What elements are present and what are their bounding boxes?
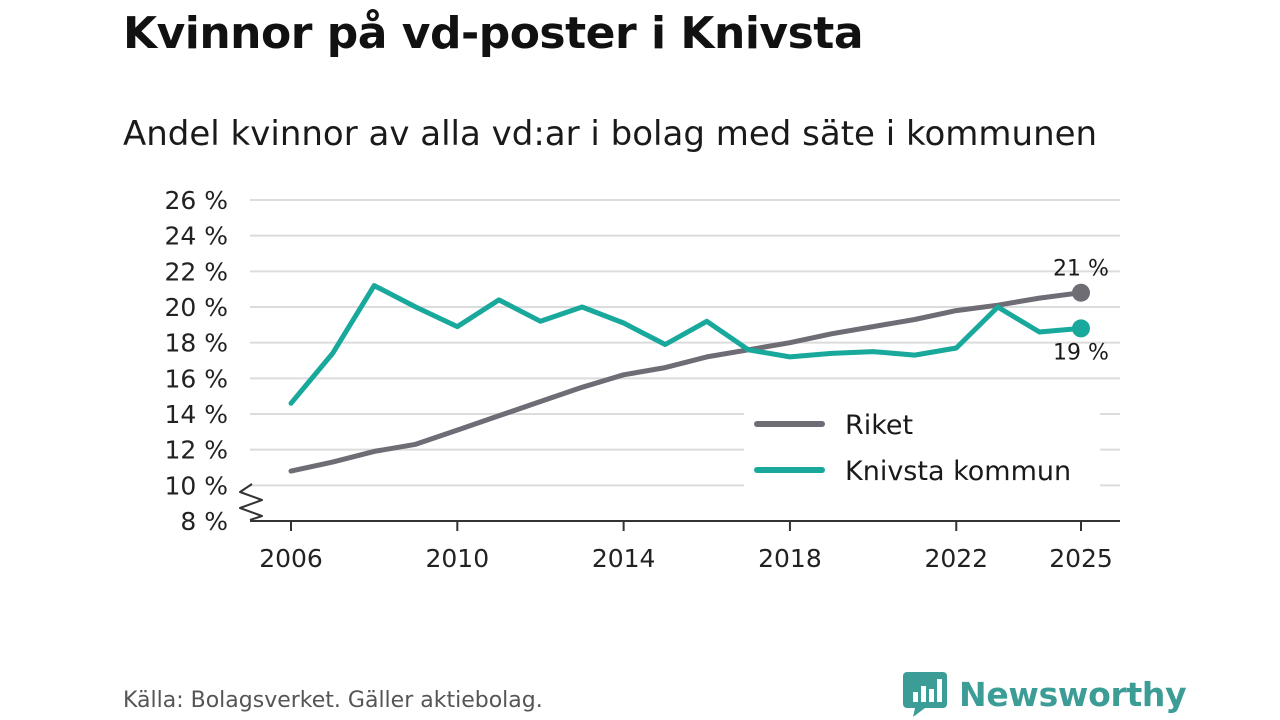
y-tick-label-18: 18 % <box>164 329 228 358</box>
x-tick-label-2006: 2006 <box>259 544 323 573</box>
y-tick-label-12: 12 % <box>164 436 228 465</box>
axes <box>239 483 1120 531</box>
y-axis-break-icon <box>239 483 263 521</box>
y-tick-label-26: 26 % <box>164 186 228 215</box>
y-tick-label-24: 24 % <box>164 222 228 251</box>
chart-title: Kvinnor på vd-poster i Knivsta <box>123 8 864 59</box>
x-tick-label-2022: 2022 <box>924 544 988 573</box>
series-end-marker-riket <box>1072 283 1090 302</box>
brand-name: Newsworthy <box>959 674 1187 714</box>
chart-subtitle: Andel kvinnor av alla vd:ar i bolag med … <box>123 114 1098 154</box>
y-tick-label-20: 20 % <box>164 293 228 322</box>
series-end-label-riket: 21 % <box>1053 257 1109 282</box>
legend-background <box>744 400 1100 492</box>
series-line-knivsta-kommun <box>288 283 1084 406</box>
data-series: 21 % 19 % <box>288 257 1109 474</box>
series-end-label-knivsta-kommun: 19 % <box>1053 340 1109 365</box>
x-tick-label-2025: 2025 <box>1049 544 1113 573</box>
y-tick-label-22: 22 % <box>164 257 228 286</box>
legend-label-knivsta-kommun: Knivsta kommun <box>845 456 1071 487</box>
series-line-riket <box>288 290 1084 474</box>
y-tick-label-16: 16 % <box>164 364 228 393</box>
legend: Riket Knivsta kommun <box>744 400 1100 492</box>
x-tick-label-2014: 2014 <box>592 544 656 573</box>
newsworthy-logo-icon <box>903 672 947 717</box>
y-tick-label-14: 14 % <box>164 400 228 429</box>
source-note: Källa: Bolagsverket. Gäller aktiebolag. <box>123 688 543 713</box>
y-tick-label-8: 8 % <box>180 507 228 536</box>
gridlines <box>250 199 1120 487</box>
x-axis-tick-labels: 2006 2010 2014 2018 2022 2025 <box>259 544 1113 573</box>
series-end-marker-knivsta-kommun <box>1072 319 1090 338</box>
x-tick-label-2018: 2018 <box>758 544 822 573</box>
y-tick-label-10: 10 % <box>164 471 228 500</box>
brand-logo: Newsworthy <box>903 670 1187 718</box>
legend-label-riket: Riket <box>845 410 913 441</box>
x-tick-label-2010: 2010 <box>426 544 490 573</box>
y-axis-tick-labels: 8 % 10 % 12 % 14 % 16 % 18 % 20 % 22 % 24 % 26 % <box>164 186 228 536</box>
